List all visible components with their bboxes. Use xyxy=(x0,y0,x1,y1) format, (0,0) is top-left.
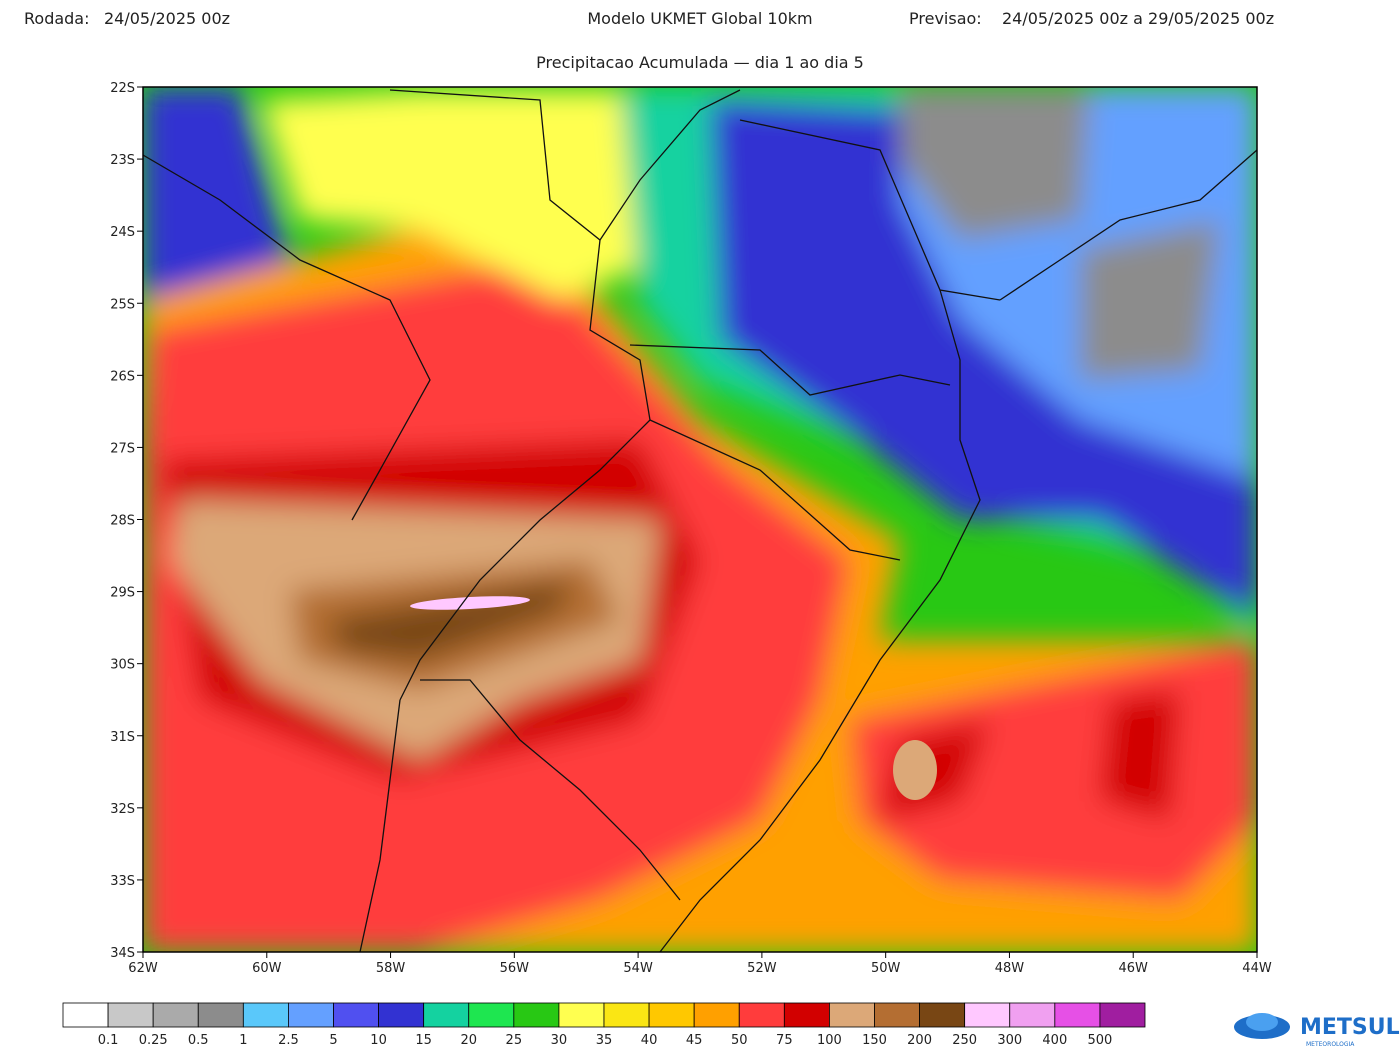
colorbar-label: 45 xyxy=(686,1033,703,1048)
colorbar-label: 400 xyxy=(1042,1033,1067,1048)
lat-label: 27S xyxy=(110,441,135,456)
colorbar-swatch xyxy=(378,1002,425,1028)
colorbar-swatch xyxy=(738,1002,785,1028)
logo-text: METSUL xyxy=(1300,1015,1400,1040)
colorbar-swatch xyxy=(107,1002,154,1028)
colorbar-swatch xyxy=(693,1002,740,1028)
lat-label: 30S xyxy=(110,658,135,673)
colorbar-label: 75 xyxy=(776,1033,793,1048)
lat-label: 33S xyxy=(110,874,135,889)
colorbar-swatch xyxy=(558,1002,605,1028)
lat-label: 28S xyxy=(110,514,135,529)
lon-label: 56W xyxy=(500,961,530,976)
logo-subtext: METEOROLOGIA xyxy=(1306,1041,1355,1048)
colorbar-label: 2.5 xyxy=(278,1033,299,1048)
colorbar-label: 35 xyxy=(596,1033,613,1048)
forecast-label: Previsao: xyxy=(909,9,982,28)
colorbar-label: 50 xyxy=(731,1033,748,1048)
lon-label: 60W xyxy=(252,961,282,976)
colorbar-swatch xyxy=(423,1002,470,1028)
run-value: 24/05/2025 00z xyxy=(104,9,230,28)
colorbar: 0.1 0.25 0.5 1 2.5 5 10 15 20 25 30 35 40 45 50 75 100 15… xyxy=(62,1002,1146,1048)
colorbar-label: 40 xyxy=(641,1033,658,1048)
lat-label: 29S xyxy=(110,586,135,601)
subtitle: Precipitacao Acumulada — dia 1 ao dia 5 xyxy=(536,53,864,72)
colorbar-swatch xyxy=(874,1002,920,1028)
lon-label: 50W xyxy=(871,961,901,976)
colorbar-label: 20 xyxy=(460,1033,477,1048)
colorbar-label: 5 xyxy=(329,1033,337,1048)
lat-label: 26S xyxy=(110,369,135,384)
lat-label: 25S xyxy=(110,297,135,312)
colorbar-label: 500 xyxy=(1088,1033,1113,1048)
colorbar-label: 1 xyxy=(239,1033,247,1048)
lat-label: 31S xyxy=(110,730,135,745)
colorbar-swatch xyxy=(783,1002,830,1028)
lon-label: 44W xyxy=(1242,961,1272,976)
lat-label: 23S xyxy=(110,153,135,168)
colorbar-label: 200 xyxy=(907,1033,932,1048)
colorbar-swatch xyxy=(648,1002,695,1028)
colorbar-label: 300 xyxy=(997,1033,1022,1048)
colorbar-label: 0.5 xyxy=(188,1033,209,1048)
colorbar-label: 15 xyxy=(415,1033,432,1048)
lat-label: 32S xyxy=(110,802,135,817)
colorbar-swatch xyxy=(62,1002,109,1028)
colorbar-label: 150 xyxy=(862,1033,887,1048)
colorbar-swatch xyxy=(919,1002,966,1028)
lon-label: 48W xyxy=(995,961,1025,976)
forecast-value: 24/05/2025 00z a 29/05/2025 00z xyxy=(1002,9,1274,28)
colorbar-label: 10 xyxy=(370,1033,387,1048)
colorbar-swatch xyxy=(288,1002,334,1028)
colorbar-swatch xyxy=(513,1002,560,1028)
lon-label: 52W xyxy=(747,961,777,976)
precip-map xyxy=(143,87,1257,952)
lon-label: 58W xyxy=(376,961,406,976)
colorbar-swatch xyxy=(197,1002,244,1028)
run-label: Rodada: xyxy=(24,9,90,28)
colorbar-swatch xyxy=(603,1002,650,1028)
lon-label: 62W xyxy=(128,961,158,976)
lon-label: 54W xyxy=(623,961,653,976)
colorbar-swatch xyxy=(829,1002,875,1028)
colorbar-swatch xyxy=(152,1002,199,1028)
lat-label: 24S xyxy=(110,225,135,240)
colorbar-swatch xyxy=(964,1002,1011,1028)
colorbar-label: 250 xyxy=(952,1033,977,1048)
colorbar-label: 0.25 xyxy=(139,1033,168,1048)
model-title: Modelo UKMET Global 10km xyxy=(587,9,812,28)
colorbar-swatch xyxy=(242,1002,289,1028)
colorbar-swatch xyxy=(468,1002,515,1028)
colorbar-label: 30 xyxy=(551,1033,568,1048)
axes: 22S23S24S25S26S27S28S29S30S31S32S33S34S6… xyxy=(110,81,1272,976)
colorbar-swatch xyxy=(1099,1002,1146,1028)
colorbar-swatch xyxy=(1054,1002,1101,1028)
colorbar-swatch xyxy=(1009,1002,1056,1028)
lat-label: 22S xyxy=(110,81,135,96)
logo: METSUL METEOROLOGIA xyxy=(1234,1013,1400,1048)
colorbar-swatch xyxy=(333,1002,379,1028)
colorbar-label: 100 xyxy=(817,1033,842,1048)
colorbar-label: 0.1 xyxy=(98,1033,119,1048)
lon-label: 46W xyxy=(1119,961,1149,976)
colorbar-label: 25 xyxy=(506,1033,523,1048)
lat-label: 34S xyxy=(110,946,135,961)
